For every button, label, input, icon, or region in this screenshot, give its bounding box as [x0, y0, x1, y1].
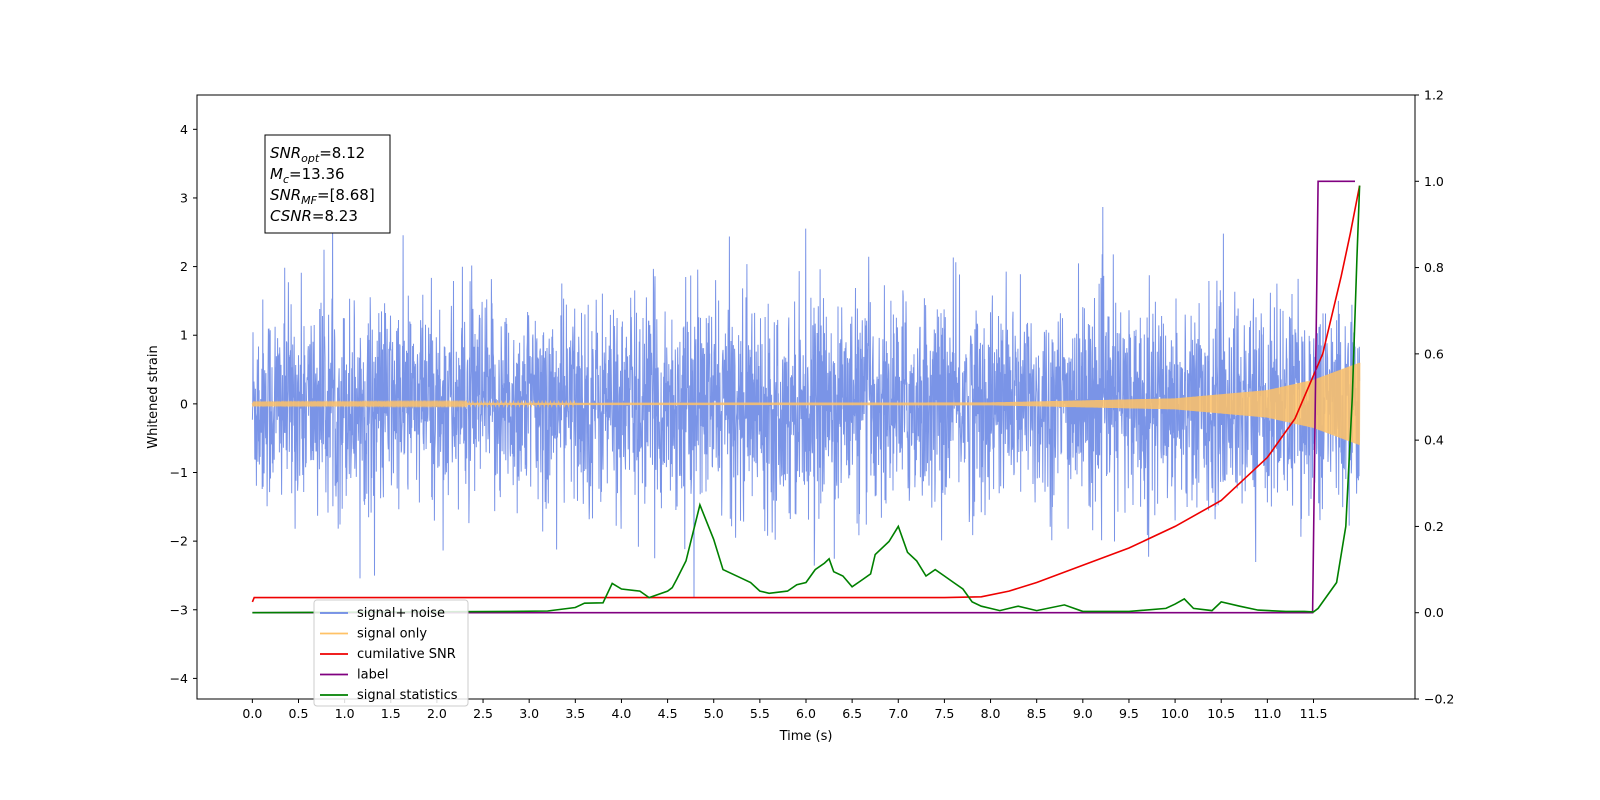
info-box-line: Mc=13.36: [270, 165, 345, 186]
x-tick-label: 2.0: [427, 706, 447, 721]
legend-entry: label: [357, 668, 388, 683]
x-tick-label: 8.0: [981, 706, 1001, 721]
x-tick-label: 6.5: [842, 706, 862, 721]
series-layer: [251, 180, 1361, 614]
series-cumilative-snr: [251, 185, 1361, 603]
x-tick-label: 5.5: [750, 706, 770, 721]
y-left-tick-label: 1: [180, 328, 188, 343]
y-axis-right-ticks: 1.2 1.0 0.8 0.6 0.4 0.2 0.0 −0.2: [1415, 88, 1454, 707]
x-tick-label: 9.0: [1073, 706, 1093, 721]
series-signal-statistics: [252, 185, 1361, 614]
y-left-tick-label: −2: [170, 534, 188, 549]
x-tick-label: 9.5: [1119, 706, 1139, 721]
x-tick-label: 3.5: [565, 706, 585, 721]
x-tick-label: 7.5: [934, 706, 954, 721]
y-left-tick-label: 4: [180, 122, 188, 137]
y-right-tick-label: −0.2: [1424, 692, 1454, 707]
x-axis-ticks: 0.0 0.5 1.0 1.5 2.0 2.5 3.0 3.5 4.0 4.5 5.0 5.5 6.0 6…: [242, 699, 1327, 721]
y-right-tick-label: 0.0: [1424, 605, 1444, 620]
x-tick-label: 5.0: [704, 706, 724, 721]
x-tick-label: 11.5: [1300, 706, 1328, 721]
y-right-tick-label: 0.8: [1424, 260, 1444, 275]
legend-entry: signal only: [357, 627, 427, 642]
x-tick-label: 1.5: [381, 706, 401, 721]
info-box-line: SNRopt=8.12: [270, 144, 365, 165]
y-axis-left-label: Whitened strain: [146, 345, 161, 448]
legend-entry: signal+ noise: [357, 606, 445, 621]
x-tick-label: 4.0: [612, 706, 632, 721]
x-axis-label: Time (s): [779, 729, 833, 744]
info-box-line: CSNR=8.23: [270, 207, 358, 225]
x-tick-label: 10.0: [1161, 706, 1189, 721]
x-tick-label: 8.5: [1027, 706, 1047, 721]
y-axis-left-ticks: 4 3 2 1 0 −1 −2 −3 −4: [170, 122, 197, 686]
legend-entry: signal statistics: [357, 688, 458, 703]
y-left-tick-label: 2: [180, 259, 188, 274]
x-tick-label: 0.0: [242, 706, 262, 721]
y-left-tick-label: 3: [180, 190, 188, 205]
y-right-tick-label: 0.2: [1424, 519, 1444, 534]
y-right-tick-label: 0.6: [1424, 346, 1444, 361]
x-tick-label: 0.5: [289, 706, 309, 721]
y-right-tick-label: 0.4: [1424, 433, 1444, 448]
series-label: [252, 180, 1355, 614]
y-left-tick-label: −3: [170, 602, 188, 617]
y-right-tick-label: 1.2: [1424, 88, 1444, 103]
legend-entry: cumilative SNR: [357, 647, 456, 662]
info-box-frame: [264, 134, 391, 234]
x-tick-label: 3.0: [519, 706, 539, 721]
x-tick-label: 10.5: [1207, 706, 1235, 721]
x-tick-label: 7.0: [888, 706, 908, 721]
legend-frame: [313, 599, 469, 707]
y-left-tick-label: −1: [170, 465, 188, 480]
x-tick-label: 6.0: [796, 706, 816, 721]
x-tick-label: 2.5: [473, 706, 493, 721]
y-right-tick-label: 1.0: [1424, 174, 1444, 189]
series-signal-only: [251, 362, 1361, 445]
y-left-tick-label: 0: [180, 396, 188, 411]
x-tick-label: 11.0: [1253, 706, 1281, 721]
x-tick-label: 4.5: [658, 706, 678, 721]
x-tick-label: 1.0: [335, 706, 355, 721]
info-box-line: SNRMF=[8.68]: [270, 186, 375, 207]
y-left-tick-label: −4: [170, 671, 188, 686]
legend: signal+ noise signal only cumilative SNR la…: [313, 599, 469, 707]
